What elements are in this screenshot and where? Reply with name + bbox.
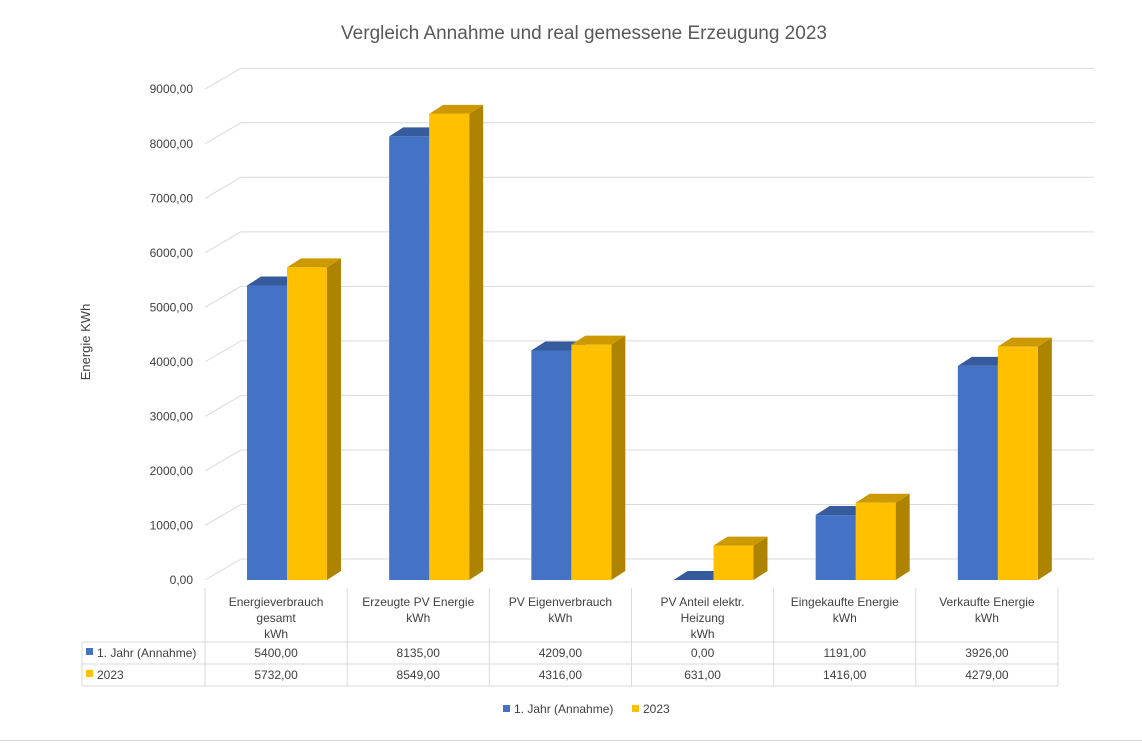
legend-label: 2023 bbox=[643, 702, 670, 716]
data-table: Energieverbrauch gesamt kWh Erzeugte PV Ene… bbox=[82, 588, 1058, 686]
bar bbox=[531, 350, 571, 580]
data-label: 5400,00 bbox=[254, 646, 298, 660]
bar bbox=[571, 345, 611, 580]
y-tick-label: 2000,00 bbox=[150, 464, 194, 478]
data-label: 4209,00 bbox=[539, 646, 583, 660]
bar-side bbox=[611, 336, 625, 580]
bar-side bbox=[896, 494, 910, 580]
x-category-label: kWh bbox=[975, 611, 999, 625]
legend: 1. Jahr (Annahme) 2023 bbox=[503, 702, 670, 716]
gridline-depth bbox=[205, 68, 241, 89]
data-label: 0,00 bbox=[691, 646, 715, 660]
x-category-label: kWh bbox=[264, 627, 288, 641]
bar-2-series-1 bbox=[571, 336, 625, 580]
legend-label: 1. Jahr (Annahme) bbox=[514, 702, 613, 716]
gridline-depth bbox=[205, 450, 241, 471]
bar-side bbox=[469, 105, 483, 580]
gridline-depth bbox=[205, 123, 241, 144]
data-label: 8549,00 bbox=[397, 668, 441, 682]
y-tick-label: 0,00 bbox=[170, 573, 194, 587]
data-label: 3926,00 bbox=[965, 646, 1009, 660]
x-category-label: Energieverbrauch bbox=[229, 595, 324, 609]
bar-0-series-1 bbox=[287, 258, 341, 580]
y-tick-label: 5000,00 bbox=[150, 300, 194, 314]
bar bbox=[429, 114, 469, 580]
x-category-label: PV Eigenverbrauch bbox=[509, 595, 612, 609]
bar-side bbox=[1038, 338, 1052, 580]
y-tick-label: 6000,00 bbox=[150, 246, 194, 260]
bar bbox=[389, 136, 429, 580]
y-tick-label: 7000,00 bbox=[150, 191, 194, 205]
data-label: 631,00 bbox=[684, 668, 721, 682]
bar bbox=[998, 347, 1038, 580]
bar bbox=[856, 503, 896, 580]
y-tick-label: 8000,00 bbox=[150, 137, 194, 151]
x-category-label: kWh bbox=[406, 611, 430, 625]
chart-title: Vergleich Annahme und real gemessene Erz… bbox=[341, 23, 827, 44]
table-legend-key bbox=[86, 670, 93, 677]
x-category-label: Verkaufte Energie bbox=[939, 595, 1035, 609]
bar-5-series-1 bbox=[998, 338, 1052, 580]
bar bbox=[287, 267, 327, 580]
bar-4-series-1 bbox=[856, 494, 910, 580]
bar-side bbox=[327, 258, 341, 580]
x-category-label: kWh bbox=[691, 627, 715, 641]
data-label: 1191,00 bbox=[824, 646, 867, 660]
bars-layer bbox=[247, 105, 1052, 580]
table-series-name: 2023 bbox=[97, 668, 124, 682]
bottom-divider bbox=[0, 740, 1142, 741]
y-axis-ticks: 0,00 1000,00 2000,00 3000,00 4000,00 5000,00 6… bbox=[150, 82, 194, 587]
y-tick-label: 9000,00 bbox=[150, 82, 194, 96]
x-category-label: kWh bbox=[833, 611, 857, 625]
bar-3-series-1 bbox=[714, 537, 768, 580]
x-category-label: Eingekaufte Energie bbox=[791, 595, 899, 609]
x-category-label: PV Anteil elektr. bbox=[661, 595, 745, 609]
x-category-label: gesamt bbox=[256, 611, 296, 625]
y-tick-label: 1000,00 bbox=[150, 518, 194, 532]
bar bbox=[816, 515, 856, 580]
legend-swatch bbox=[632, 705, 639, 712]
x-category-label: Heizung bbox=[681, 611, 725, 625]
gridline-depth bbox=[205, 395, 241, 416]
gridline-depth bbox=[205, 232, 241, 253]
data-label: 8135,00 bbox=[397, 646, 441, 660]
table-legend-key bbox=[86, 648, 93, 655]
y-tick-label: 3000,00 bbox=[150, 409, 194, 423]
table-series-name: 1. Jahr (Annahme) bbox=[97, 646, 196, 660]
legend-item: 1. Jahr (Annahme) bbox=[503, 702, 613, 716]
data-label: 5732,00 bbox=[254, 668, 298, 682]
bar bbox=[714, 546, 754, 580]
data-label: 1416,00 bbox=[823, 668, 867, 682]
bar-1-series-1 bbox=[429, 105, 483, 580]
x-category-label: kWh bbox=[548, 611, 572, 625]
gridline-depth bbox=[205, 286, 241, 307]
legend-swatch bbox=[503, 705, 510, 712]
gridline-depth bbox=[205, 559, 241, 580]
data-label: 4316,00 bbox=[539, 668, 583, 682]
gridline-depth bbox=[205, 341, 241, 362]
y-tick-label: 4000,00 bbox=[150, 355, 194, 369]
gridline-depth bbox=[205, 504, 241, 525]
bar bbox=[958, 366, 998, 580]
bar bbox=[247, 286, 287, 580]
data-label: 4279,00 bbox=[965, 668, 1009, 682]
gridline-depth bbox=[205, 177, 241, 198]
x-category-label: Erzeugte PV Energie bbox=[362, 595, 474, 609]
y-axis-label: Energie KWh bbox=[78, 304, 93, 381]
legend-item: 2023 bbox=[632, 702, 670, 716]
